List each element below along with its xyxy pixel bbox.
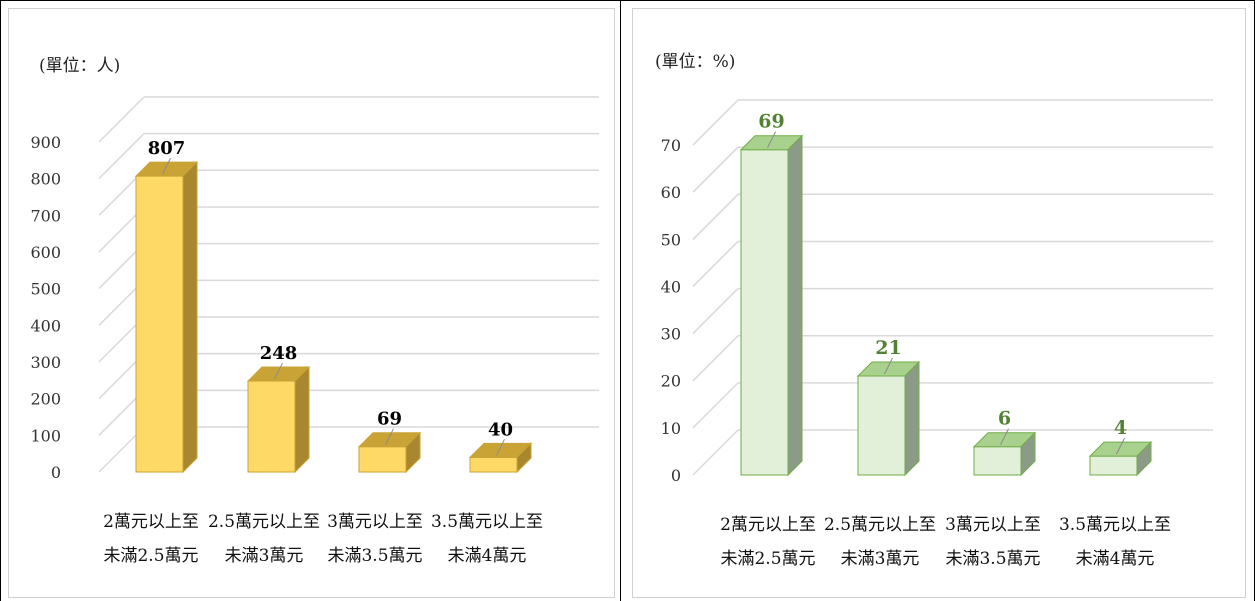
data-label-leader [1116, 437, 1125, 455]
category-label-line1: 2萬元以上至 [720, 515, 816, 535]
frame-top-border [0, 0, 1255, 1]
chart-panel-count: (單位：人) 0 100 200 300 400 500 600 700 800 900 807 24… [8, 8, 615, 598]
y-tick-label: 900 [30, 133, 61, 152]
unit-label-percent: (單位：%) [655, 52, 736, 72]
category-label-line2: 未滿3萬元 [841, 549, 920, 569]
y-tick-label: 200 [30, 390, 61, 409]
gridline-diagonal [692, 193, 739, 240]
bar-front [857, 375, 906, 476]
bar-front [469, 456, 518, 473]
gridline-diagonal [692, 382, 739, 429]
bar: 69 [357, 409, 422, 474]
y-tick-label: 70 [661, 136, 681, 155]
category-label-line1: 3.5萬元以上至 [431, 512, 543, 532]
category-label-line2: 未滿3.5萬元 [945, 549, 1040, 569]
frame-middle-divider [620, 0, 621, 601]
category-label-line1: 3萬元以上至 [327, 512, 423, 532]
bar-side [1020, 431, 1036, 477]
bar: 6 [972, 408, 1037, 477]
data-label: 69 [377, 409, 402, 430]
data-label-leader [496, 439, 505, 456]
bar-front [135, 175, 184, 473]
data-label-leader [884, 357, 893, 375]
bar-side [1136, 440, 1152, 477]
y-tick-label: 30 [661, 325, 681, 344]
bar: 69 [739, 111, 804, 477]
bar-chart-count: 0 100 200 300 400 500 600 700 800 900 807 248 69 40 2萬… [30, 96, 599, 566]
gridline-diagonal [692, 429, 739, 476]
category-label-line1: 2萬元以上至 [103, 512, 199, 532]
category-label-line2: 未滿2.5萬元 [720, 549, 815, 569]
bar-side [294, 365, 310, 474]
unit-label-count: (單位：人) [39, 56, 121, 76]
bar: 4 [1088, 417, 1153, 477]
category-label-line2: 未滿4萬元 [1076, 549, 1155, 569]
data-label-leader [274, 362, 283, 380]
bar-front [973, 446, 1022, 476]
data-label-leader [385, 428, 394, 445]
category-label-line2: 未滿2.5萬元 [103, 546, 198, 566]
data-label: 40 [488, 419, 513, 440]
y-tick-label: 600 [30, 243, 61, 262]
y-tick-label: 0 [671, 466, 681, 485]
y-tick-label: 10 [661, 419, 681, 438]
y-tick-label: 60 [661, 183, 681, 202]
y-tick-label: 50 [661, 230, 681, 249]
y-tick-labels: 0 10 20 30 40 50 60 70 [661, 136, 681, 485]
gridline-diagonal [692, 288, 739, 335]
y-tick-labels: 0 100 200 300 400 500 600 700 800 900 [30, 133, 61, 482]
y-tick-label: 100 [30, 426, 61, 445]
bar-front [1089, 455, 1138, 476]
gridline-diagonal [692, 240, 739, 287]
gridline-diagonal [98, 133, 145, 180]
gridline-diagonal [692, 146, 739, 193]
bar-front [247, 380, 296, 473]
y-tick-label: 400 [30, 316, 61, 335]
data-label: 248 [260, 343, 298, 364]
bar-front [740, 149, 789, 476]
data-label: 4 [1114, 417, 1127, 439]
y-tick-label: 800 [30, 170, 61, 189]
bar-front [358, 446, 407, 473]
frame-left-border [0, 0, 1, 601]
bar: 40 [468, 419, 533, 474]
category-label-line2: 未滿3.5萬元 [327, 546, 422, 566]
y-tick-label: 700 [30, 206, 61, 225]
bar-side [405, 431, 421, 474]
bar: 807 [134, 138, 199, 474]
data-label: 21 [875, 337, 901, 359]
y-tick-label: 500 [30, 280, 61, 299]
bar-side [787, 134, 803, 477]
category-label-line2: 未滿4萬元 [448, 546, 527, 566]
category-label-line1: 2.5萬元以上至 [208, 512, 320, 532]
bar-side [904, 360, 920, 477]
category-label-line1: 3萬元以上至 [945, 515, 1041, 535]
data-label-leader [1000, 428, 1009, 445]
data-label: 69 [758, 111, 784, 133]
data-label-leader [162, 157, 171, 175]
category-label-line1: 3.5萬元以上至 [1059, 515, 1171, 535]
y-tick-label: 40 [661, 277, 681, 296]
bar-side [182, 160, 198, 474]
chart-panel-percent: (單位：%) 0 10 20 30 40 50 60 70 69 21 6 4 2萬元以上至 未滿2.5萬… [632, 8, 1246, 598]
data-label: 6 [998, 408, 1011, 430]
gridlines [692, 99, 1213, 476]
data-label: 807 [148, 138, 186, 159]
y-tick-label: 0 [51, 463, 61, 482]
gridline-diagonal [692, 335, 739, 382]
y-tick-label: 20 [661, 372, 681, 391]
category-label-line1: 2.5萬元以上至 [824, 515, 936, 535]
y-tick-label: 300 [30, 353, 61, 372]
category-label-line2: 未滿3萬元 [225, 546, 304, 566]
bar: 21 [856, 337, 921, 477]
bar-side [516, 442, 532, 474]
gridline-diagonal [98, 96, 145, 143]
gridline-diagonal [692, 99, 739, 146]
data-label-leader [767, 131, 776, 148]
bar: 248 [246, 343, 311, 474]
